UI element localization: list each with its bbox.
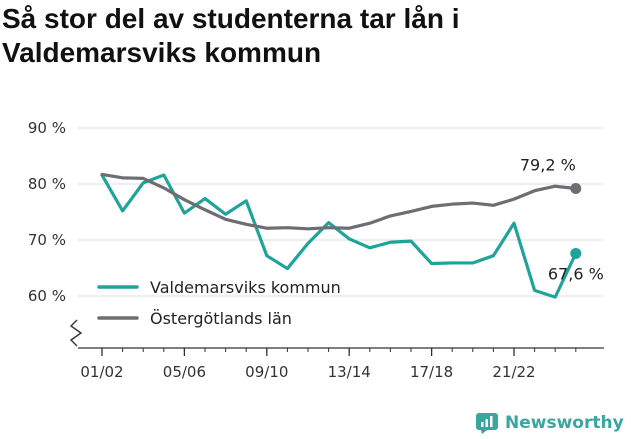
y-tick-label: 90 % bbox=[28, 119, 66, 137]
x-tick-label: 01/02 bbox=[80, 363, 123, 381]
y-tick-label: 70 % bbox=[28, 231, 66, 249]
series-end-marker bbox=[570, 247, 582, 259]
series-line bbox=[100, 172, 578, 231]
x-tick-label: 05/06 bbox=[163, 363, 206, 381]
newsworthy-brand: Newsworthy bbox=[475, 409, 624, 437]
x-tick-label: 09/10 bbox=[245, 363, 288, 381]
axis-break-icon bbox=[69, 319, 83, 347]
x-tick-label: 17/18 bbox=[410, 363, 453, 381]
series-end-marker bbox=[570, 182, 582, 194]
newsworthy-logo-icon bbox=[476, 413, 498, 434]
y-tick-label: 60 % bbox=[28, 287, 66, 305]
series-end-label: 79,2 % bbox=[520, 155, 576, 174]
x-tick-label: 13/14 bbox=[328, 363, 371, 381]
x-axis: 01/02 05/06 09/10 13/14 17/18 21/22 bbox=[78, 347, 604, 381]
x-tick-label: 21/22 bbox=[492, 363, 535, 381]
series-end-label: 67,6 % bbox=[548, 264, 604, 283]
series-line bbox=[100, 173, 578, 299]
brand-name: Newsworthy bbox=[505, 413, 624, 433]
legend: Valdemarsviks kommun Östergötlands län bbox=[97, 278, 341, 328]
y-tick-label: 80 % bbox=[28, 175, 66, 193]
page-title: Så stor del av studenterna tar lån i Val… bbox=[2, 3, 460, 68]
series-lines: 67,6 % 79,2 % bbox=[100, 155, 604, 299]
legend-label: Östergötlands län bbox=[150, 309, 292, 328]
y-axis: 60 % 70 % 80 % 90 % bbox=[28, 119, 83, 347]
grid-lines bbox=[78, 127, 604, 297]
legend-label: Valdemarsviks kommun bbox=[150, 278, 341, 297]
